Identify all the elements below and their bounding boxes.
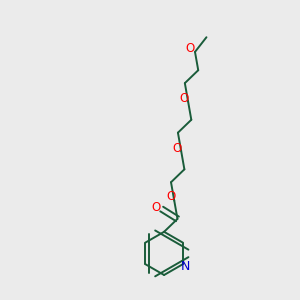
- Text: N: N: [181, 260, 190, 273]
- Text: O: O: [172, 142, 181, 154]
- Text: O: O: [186, 42, 195, 55]
- Text: O: O: [166, 190, 175, 203]
- Text: O: O: [151, 201, 160, 214]
- Text: O: O: [179, 92, 188, 105]
